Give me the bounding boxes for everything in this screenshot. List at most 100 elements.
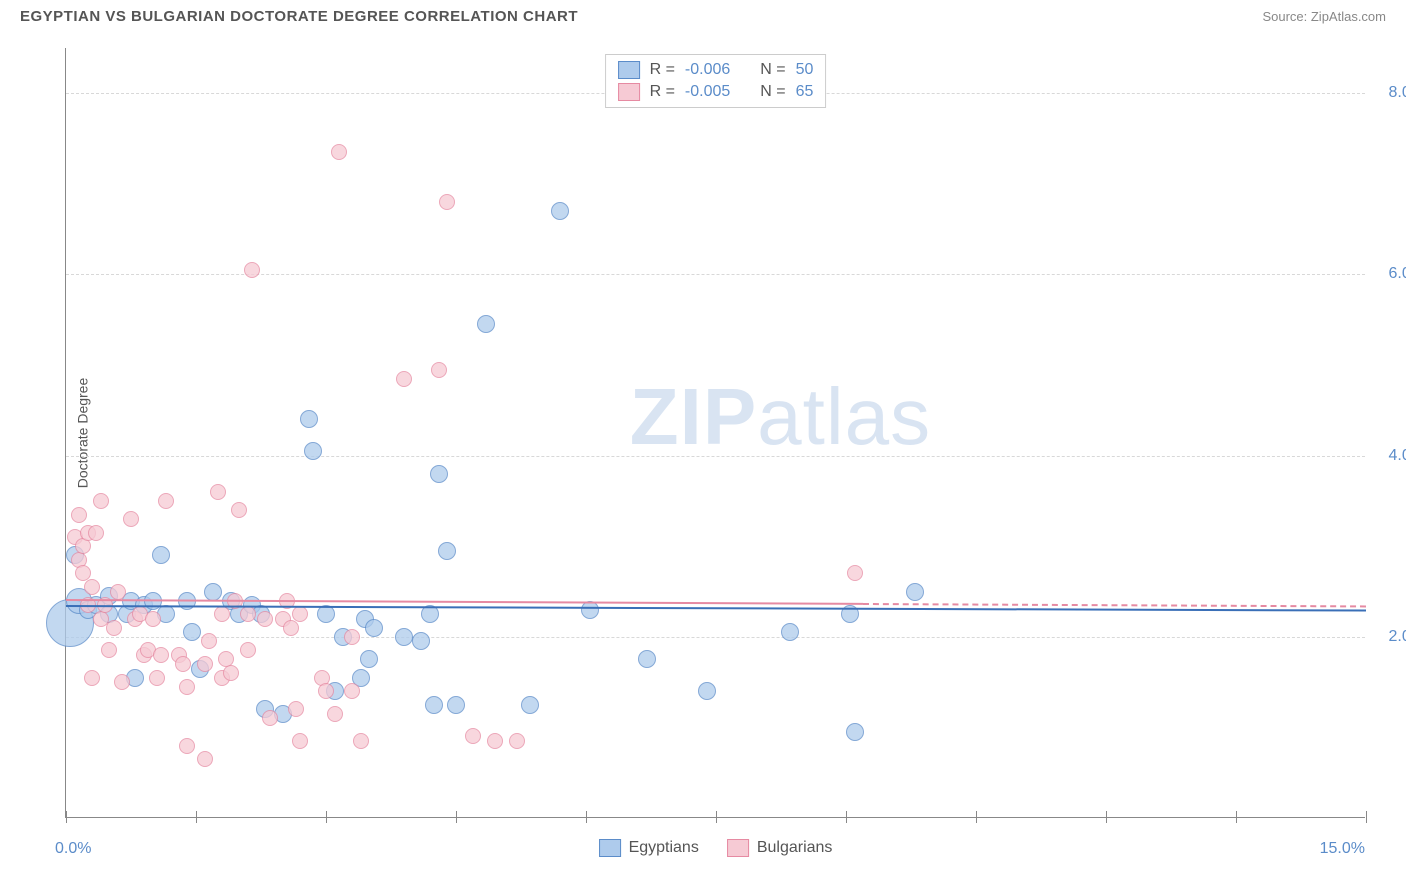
chart-header: EGYPTIAN VS BULGARIAN DOCTORATE DEGREE C… (0, 0, 1406, 29)
y-tick-label: 2.0% (1389, 628, 1406, 646)
n-value: 50 (796, 61, 814, 79)
data-point (847, 565, 863, 581)
data-point (521, 696, 539, 714)
data-point (906, 583, 924, 601)
x-tick (196, 811, 197, 823)
data-point (179, 679, 195, 695)
chart-container: Doctorate Degree ZIPatlas R =-0.006N =50… (45, 48, 1365, 818)
data-point (439, 194, 455, 210)
legend-swatch (599, 839, 621, 857)
data-point (110, 584, 126, 600)
legend-swatch (618, 61, 640, 79)
r-label: R = (650, 61, 675, 79)
x-tick (456, 811, 457, 823)
data-point (551, 202, 569, 220)
plot-area: ZIPatlas R =-0.006N =50R =-0.005N =65 Eg… (65, 48, 1365, 818)
x-min-label: 0.0% (55, 840, 91, 858)
data-point (84, 579, 100, 595)
data-point (197, 656, 213, 672)
x-tick (66, 811, 67, 823)
y-tick-label: 4.0% (1389, 447, 1406, 465)
data-point (396, 371, 412, 387)
n-label: N = (760, 61, 785, 79)
data-point (430, 465, 448, 483)
data-point (75, 538, 91, 554)
data-point (93, 493, 109, 509)
data-point (201, 633, 217, 649)
x-tick (976, 811, 977, 823)
data-point (179, 738, 195, 754)
data-point (344, 629, 360, 645)
data-point (698, 682, 716, 700)
x-tick (326, 811, 327, 823)
x-tick (1366, 811, 1367, 823)
data-point (412, 632, 430, 650)
data-point (509, 733, 525, 749)
data-point (447, 696, 465, 714)
data-point (292, 606, 308, 622)
data-point (283, 620, 299, 636)
data-point (262, 710, 278, 726)
data-point (331, 144, 347, 160)
x-tick (1236, 811, 1237, 823)
data-point (88, 525, 104, 541)
data-point (304, 442, 322, 460)
data-point (123, 511, 139, 527)
legend-stat-row: R =-0.006N =50 (618, 59, 814, 81)
data-point (487, 733, 503, 749)
watermark: ZIPatlas (630, 371, 931, 463)
legend-item: Bulgarians (727, 839, 833, 857)
legend-swatch (618, 83, 640, 101)
regression-line (863, 603, 1366, 607)
data-point (425, 696, 443, 714)
y-tick-label: 8.0% (1389, 84, 1406, 102)
data-point (353, 733, 369, 749)
legend-label: Bulgarians (757, 839, 833, 857)
data-point (300, 410, 318, 428)
gridline (66, 637, 1365, 638)
data-point (781, 623, 799, 641)
data-point (106, 620, 122, 636)
data-point (204, 583, 222, 601)
data-point (101, 642, 117, 658)
data-point (288, 701, 304, 717)
chart-title: EGYPTIAN VS BULGARIAN DOCTORATE DEGREE C… (20, 8, 578, 25)
data-point (158, 493, 174, 509)
data-point (183, 623, 201, 641)
data-point (318, 683, 334, 699)
x-max-label: 15.0% (1320, 840, 1365, 858)
data-point (145, 611, 161, 627)
data-point (231, 502, 247, 518)
data-point (240, 606, 256, 622)
x-tick (1106, 811, 1107, 823)
data-point (153, 647, 169, 663)
data-point (114, 674, 130, 690)
data-point (638, 650, 656, 668)
gridline (66, 456, 1365, 457)
data-point (149, 670, 165, 686)
data-point (71, 507, 87, 523)
n-value: 65 (796, 83, 814, 101)
data-point (292, 733, 308, 749)
legend-series: Egyptians Bulgarians (599, 839, 833, 857)
r-label: R = (650, 83, 675, 101)
data-point (846, 723, 864, 741)
data-point (240, 642, 256, 658)
x-tick (846, 811, 847, 823)
x-tick (716, 811, 717, 823)
data-point (477, 315, 495, 333)
gridline (66, 274, 1365, 275)
data-point (395, 628, 413, 646)
data-point (223, 665, 239, 681)
r-value: -0.005 (685, 83, 730, 101)
legend-label: Egyptians (629, 839, 699, 857)
legend-stat-row: R =-0.005N =65 (618, 81, 814, 103)
data-point (344, 683, 360, 699)
data-point (175, 656, 191, 672)
data-point (214, 606, 230, 622)
data-point (152, 546, 170, 564)
data-point (84, 670, 100, 686)
data-point (257, 611, 273, 627)
legend-swatch (727, 839, 749, 857)
data-point (327, 706, 343, 722)
